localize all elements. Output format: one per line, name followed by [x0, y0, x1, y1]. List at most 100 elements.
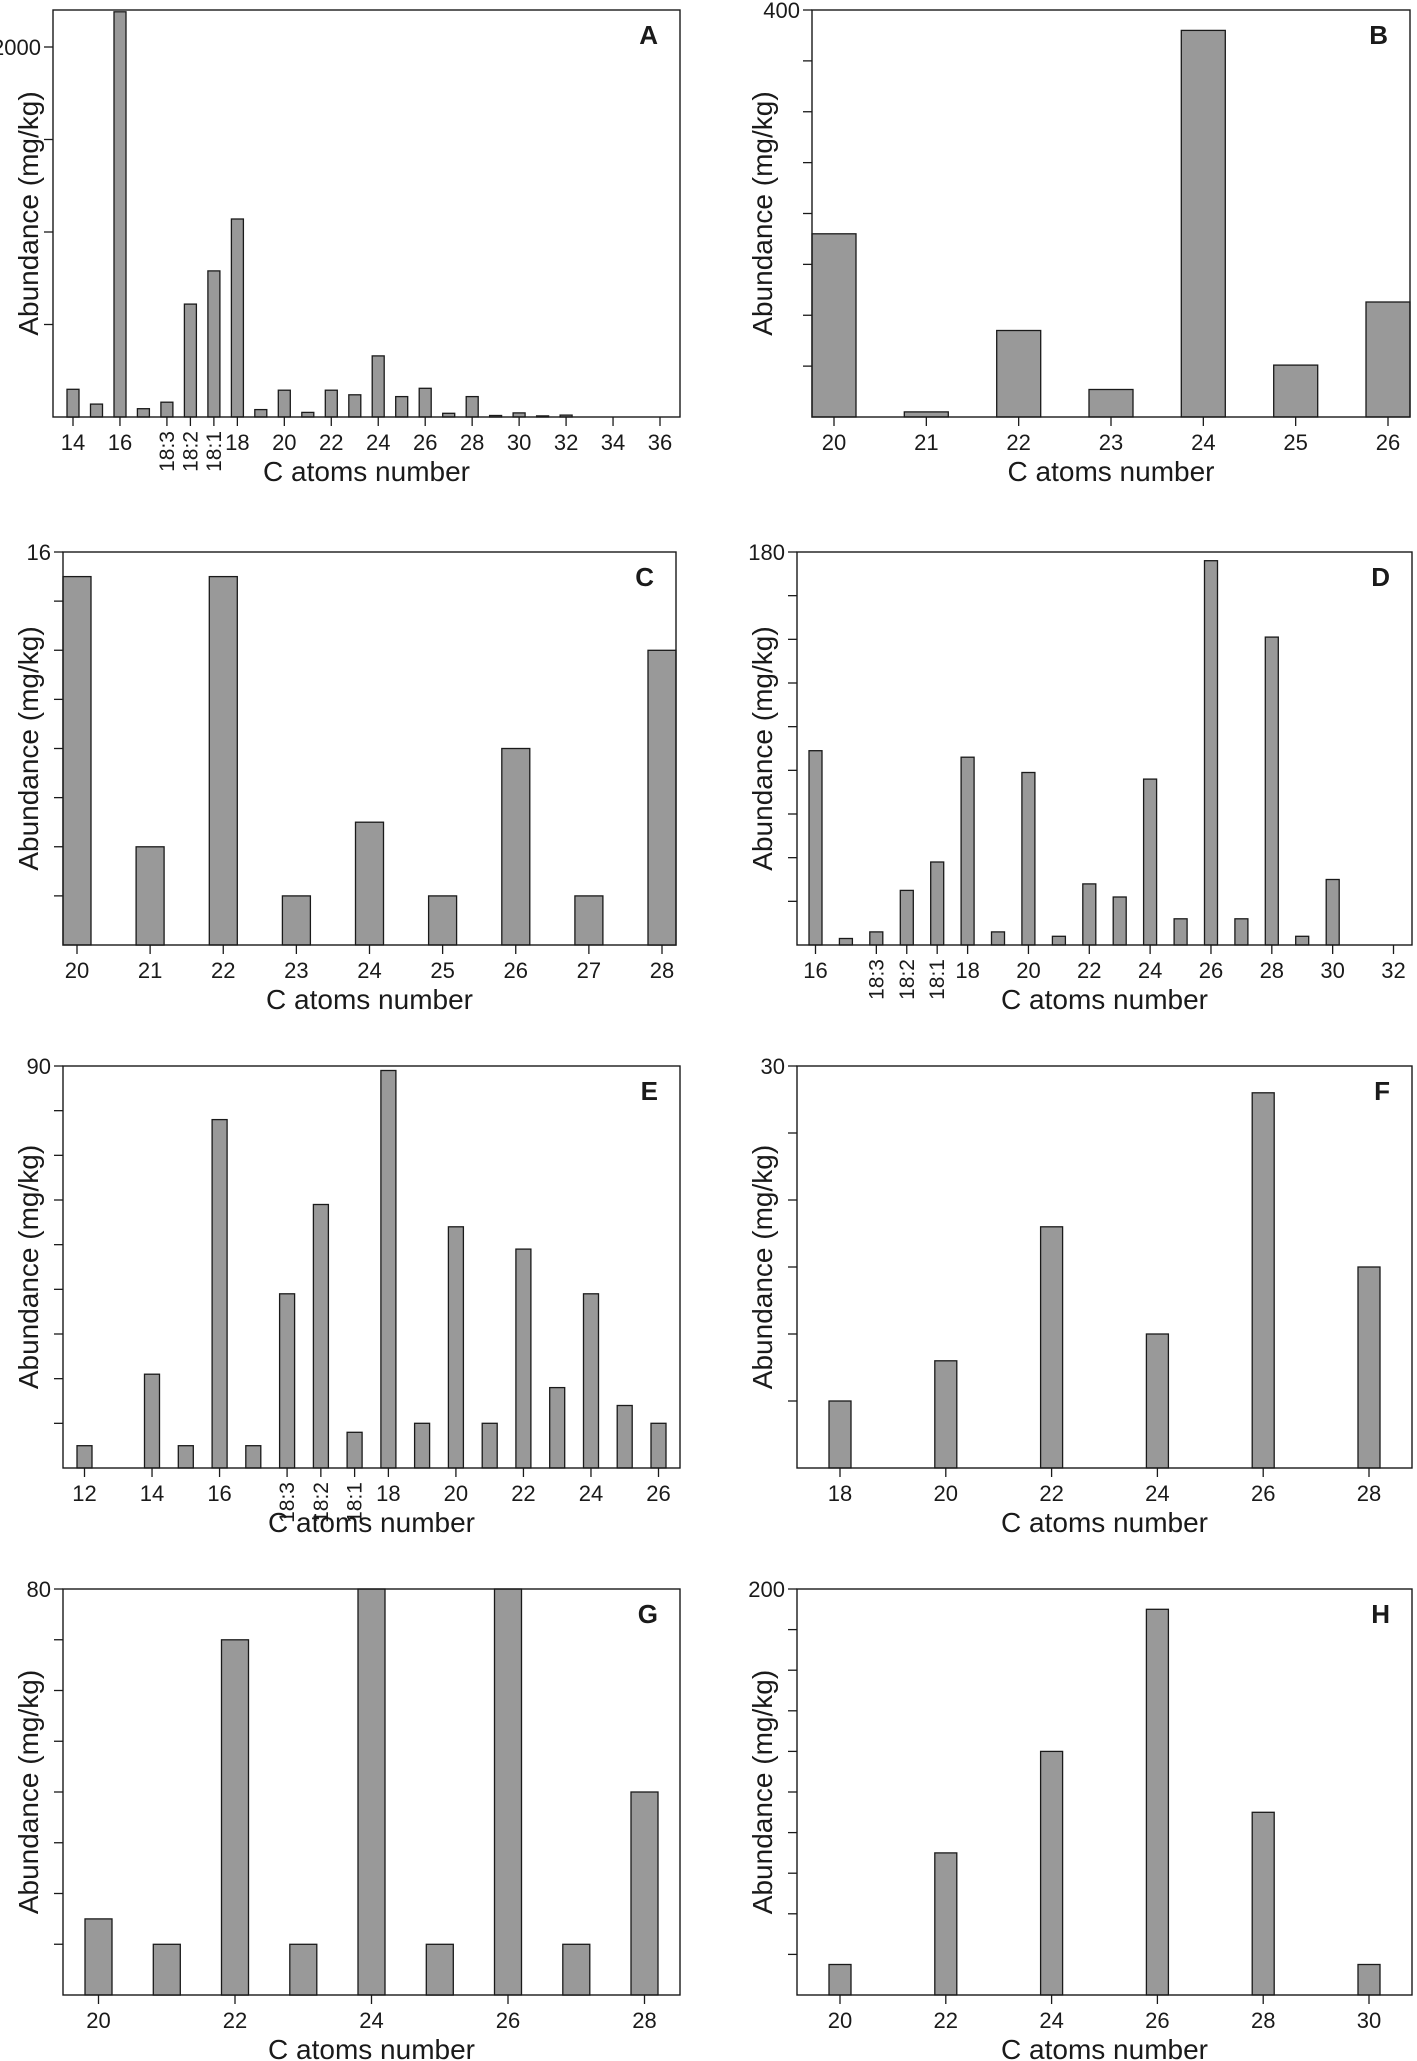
bar-h-26: [1145, 1608, 1170, 1996]
bar-g-24: [357, 1588, 386, 1996]
x-tick-label-a: 32: [554, 430, 578, 455]
y-axis-label-f: Abundance (mg/kg): [747, 1145, 778, 1389]
bar-d-18-2: [899, 889, 914, 946]
bar-g-20: [84, 1918, 113, 1996]
y-axis-label-g: Abundance (mg/kg): [13, 1670, 44, 1914]
x-tick-label-h: 24: [1039, 2008, 1063, 2033]
y-axis-label-e: Abundance (mg/kg): [13, 1145, 44, 1389]
bar-d-21: [1051, 935, 1067, 946]
bar-c-20: [62, 575, 92, 946]
panel-letter-e: E: [641, 1076, 658, 1106]
panel-letter-a: A: [639, 20, 658, 50]
x-axis-label-d: C atoms number: [1001, 984, 1208, 1015]
bar-d-28: [1264, 636, 1279, 946]
bar-g-28: [630, 1791, 659, 1996]
bar-f-22: [1039, 1226, 1064, 1469]
bar-a-18-1: [207, 270, 221, 418]
bar-g-23: [289, 1943, 318, 1996]
x-tick-label-e: 16: [207, 1481, 231, 1506]
x-tick-label-a: 18: [225, 430, 249, 455]
x-tick-label-e: 12: [72, 1481, 96, 1506]
bar-a-20: [277, 389, 291, 418]
bar-d-22: [1082, 883, 1097, 946]
x-tick-label-a: 20: [272, 430, 296, 455]
bar-d-27: [1234, 918, 1249, 946]
y-tick-label-b: 400: [763, 0, 800, 23]
x-tick-label-f: 18: [828, 1481, 852, 1506]
bar-a-23: [348, 394, 362, 418]
bar-e-21: [481, 1422, 498, 1469]
x-tick-label-c: 26: [504, 958, 528, 983]
x-tick-label-e: 26: [646, 1481, 670, 1506]
bar-a-16: [113, 11, 127, 418]
x-tick-label-d: 18:1: [926, 959, 949, 1000]
bar-b-25: [1273, 364, 1319, 418]
x-tick-label-d: 18: [955, 958, 979, 983]
plot-frame-e: [62, 1065, 681, 1469]
bar-d-19: [990, 931, 1006, 946]
bar-g-26: [493, 1588, 523, 1996]
bar-a-26: [418, 387, 432, 418]
bar-c-25: [427, 895, 458, 946]
panel-b: 400 20 21 22 23 24 25 26 C atoms number Abundance…: [747, 0, 1411, 487]
y-axis-label-c: Abundance (mg/kg): [13, 626, 44, 870]
x-axis-label-f: C atoms number: [1001, 1507, 1208, 1538]
x-axis-label-e: C atoms number: [268, 1507, 475, 1538]
bar-h-20: [828, 1963, 852, 1996]
x-tick-label-h: 28: [1251, 2008, 1275, 2033]
x-axis-label-h: C atoms number: [1001, 2034, 1208, 2061]
x-tick-label-e: 18:1: [344, 1482, 367, 1523]
panel-letter-f: F: [1374, 1076, 1390, 1106]
bar-e-18-2: [312, 1203, 330, 1469]
panel-g: 80 20 22 24 26 28 C atoms number Abundance (mg/…: [13, 1577, 681, 2061]
plot-frame-b: [811, 9, 1411, 418]
bar-e-20: [447, 1226, 465, 1469]
bar-d-30: [1325, 878, 1340, 946]
bar-d-18-3: [869, 931, 884, 946]
bar-e-18-3: [278, 1293, 296, 1469]
y-tick-label-g: 80: [27, 1577, 51, 1602]
panel-f: 30 18 20 22 24 26 28 C atoms number Abundance (m…: [747, 1054, 1413, 1538]
x-tick-label-a: 18:2: [179, 431, 202, 472]
plot-frame-d: [796, 551, 1413, 946]
x-tick-label-e: 20: [444, 1481, 468, 1506]
bar-e-26: [650, 1422, 667, 1469]
bar-e-25: [616, 1404, 633, 1469]
x-axis-label-a: C atoms number: [263, 456, 470, 487]
panel-c: 16 20 21 22 23 24 25 26 27 28 C atoms number Abunda…: [13, 540, 677, 1015]
bar-d-23: [1112, 896, 1127, 946]
x-tick-label-e: 18:2: [310, 1482, 333, 1523]
y-tick-label-a: 2000: [0, 35, 41, 60]
bar-b-24: [1180, 29, 1226, 418]
x-tick-label-d: 32: [1381, 958, 1405, 983]
x-tick-label-d: 18:3: [865, 959, 888, 1000]
panel-h: 200 20 22 24 26 28 30 C atoms number Abundance (…: [747, 1577, 1413, 2061]
panel-letter-b: B: [1369, 20, 1388, 50]
x-tick-label-c: 21: [138, 958, 162, 983]
bar-a-18-2: [183, 303, 198, 418]
panel-e: 90 12 14 16 18:3 18:2 18:1 18 20 22 24 26 C atoms nu…: [13, 1054, 681, 1538]
panel-letter-g: G: [638, 1599, 658, 1629]
x-tick-label-h: 26: [1145, 2008, 1169, 2033]
bar-d-17: [838, 937, 854, 946]
x-tick-label-a: 14: [61, 430, 85, 455]
bar-a-18: [230, 218, 245, 418]
x-tick-label-c: 24: [357, 958, 381, 983]
bar-c-27: [574, 895, 604, 946]
x-tick-label-f: 24: [1145, 1481, 1169, 1506]
x-tick-label-e: 22: [511, 1481, 535, 1506]
x-tick-label-g: 20: [86, 2008, 110, 2033]
x-tick-label-d: 26: [1199, 958, 1223, 983]
bar-e-15: [177, 1445, 194, 1469]
y-tick-label-f: 30: [761, 1054, 785, 1079]
x-tick-label-b: 24: [1191, 430, 1215, 455]
x-tick-label-a: 18:1: [203, 431, 226, 472]
bar-c-28: [647, 649, 677, 946]
y-axis-label-d: Abundance (mg/kg): [747, 626, 778, 870]
bar-b-23: [1088, 388, 1134, 418]
bar-f-26: [1251, 1092, 1275, 1469]
x-tick-label-h: 22: [934, 2008, 958, 2033]
x-tick-label-d: 18:2: [896, 959, 919, 1000]
x-tick-label-f: 22: [1039, 1481, 1063, 1506]
